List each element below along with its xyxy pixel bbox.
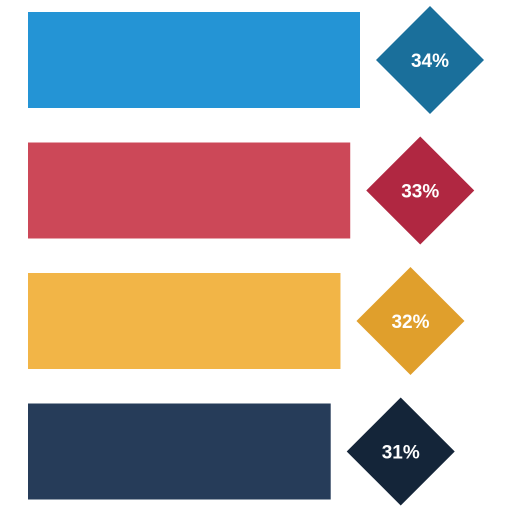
data-label-1: 34% — [411, 51, 449, 72]
bar-3 — [28, 273, 341, 369]
value-badge-3 — [356, 267, 465, 375]
value-badge-1 — [376, 6, 484, 114]
value-badge-2 — [366, 136, 475, 245]
data-label-4: 31% — [382, 443, 420, 464]
bar-1 — [28, 12, 360, 108]
data-label-3: 32% — [391, 312, 429, 333]
value-badge-4 — [346, 397, 455, 506]
data-label-2: 33% — [401, 182, 439, 203]
bar-4 — [28, 403, 331, 500]
bar-2 — [28, 142, 351, 239]
